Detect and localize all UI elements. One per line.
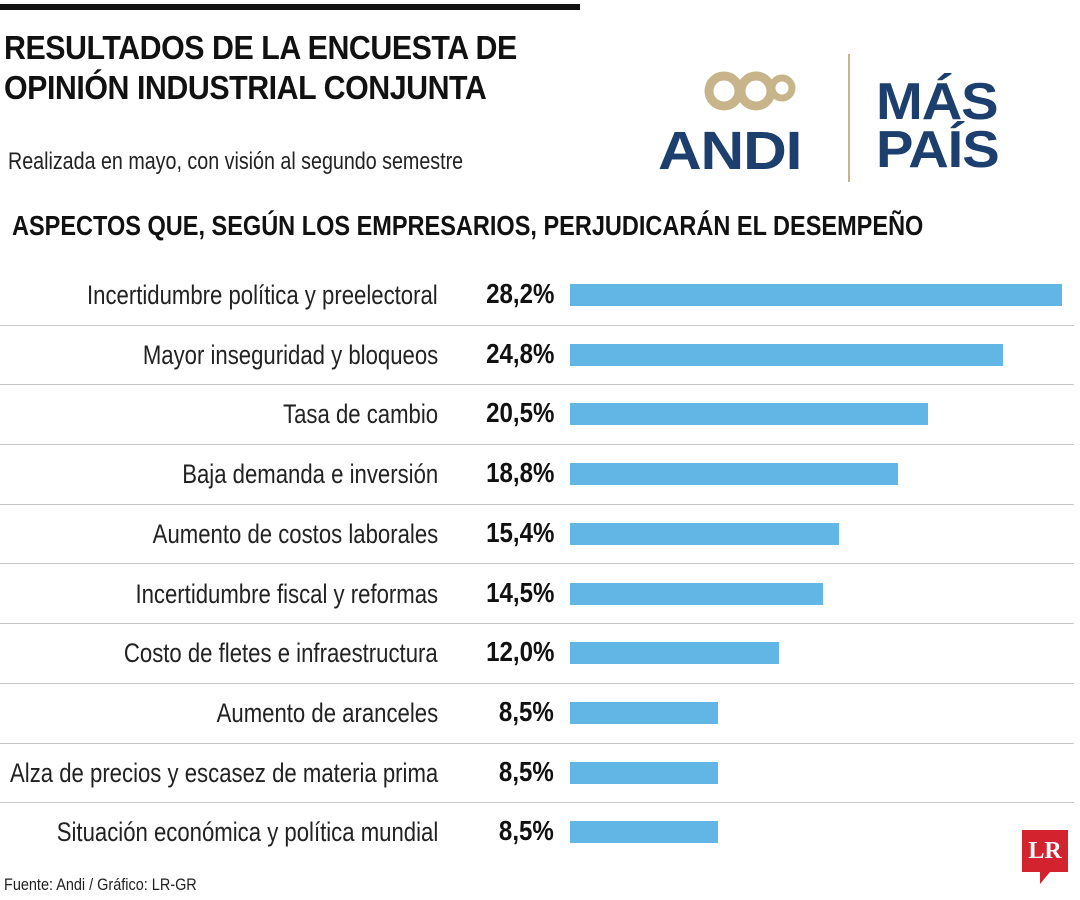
category-label: Aumento de costos laborales (152, 518, 438, 549)
row-separator (0, 623, 1074, 625)
bar (570, 821, 719, 844)
bar (570, 463, 898, 486)
bar (570, 284, 1062, 306)
chart-row: Incertidumbre fiscal y reformas 14,5% (0, 565, 1074, 625)
value-label: 8,5% (499, 695, 554, 727)
row-separator (0, 682, 1074, 684)
row-separator (0, 742, 1074, 744)
title-line-1: RESULTADOS DE LA ENCUESTA DE (4, 29, 517, 66)
category-label: Mayor inseguridad y bloqueos (142, 339, 438, 370)
value-label: 14,5% (485, 576, 554, 608)
chart-row: Alza de precios y escasez de materia pri… (0, 744, 1074, 804)
row-separator (0, 384, 1074, 386)
row-separator (0, 563, 1074, 565)
bar (570, 403, 928, 426)
category-label: Situación económica y política mundial (56, 817, 438, 848)
row-separator (0, 444, 1074, 446)
logo-pais-text: PAÍS (876, 121, 1000, 179)
page-title: RESULTADOS DE LA ENCUESTA DE OPINIÓN IND… (4, 28, 593, 108)
logo-andi-text: ANDI (658, 121, 802, 181)
chart-title: ASPECTOS QUE, SEGÚN LOS EMPRESARIOS, PER… (12, 210, 924, 241)
value-label: 8,5% (499, 815, 554, 847)
logo-divider (848, 54, 850, 182)
chart-row: Situación económica y política mundial 8,… (0, 803, 1074, 863)
logo-mas-text: MÁS (876, 73, 999, 131)
category-label: Costo de fletes e infraestructura (124, 638, 438, 669)
category-label: Aumento de aranceles (216, 697, 438, 728)
subtitle: Realizada en mayo, con visión al segundo… (8, 148, 464, 175)
source-note: Fuente: Andi / Gráfico: LR-GR (4, 875, 197, 894)
row-separator (0, 503, 1074, 505)
value-label: 20,5% (485, 397, 554, 429)
value-label: 18,8% (485, 457, 554, 489)
row-separator (0, 802, 1074, 804)
title-line-2: OPINIÓN INDUSTRIAL CONJUNTA (4, 69, 487, 106)
andi-knot-icon (704, 71, 796, 111)
bar (570, 642, 780, 665)
bar-chart: Incertidumbre política y preelectoral 28,… (0, 266, 1074, 866)
chart-row: Mayor inseguridad y bloqueos 24,8% (0, 326, 1074, 386)
andi-mas-pais-logo: ANDI MÁS PAÍS (650, 50, 1030, 185)
value-label: 8,5% (499, 755, 554, 787)
bar (570, 522, 839, 545)
row-separator (0, 324, 1074, 326)
value-label: 28,2% (485, 278, 554, 309)
lr-logo: LR (1022, 830, 1068, 872)
category-label: Alza de precios y escasez de materia pri… (9, 757, 438, 788)
value-label: 24,8% (485, 337, 554, 369)
value-label: 12,0% (485, 636, 554, 668)
value-label: 15,4% (485, 516, 554, 548)
category-label: Tasa de cambio (282, 399, 438, 430)
bar (570, 343, 1003, 366)
chart-row: Baja demanda e inversión 18,8% (0, 445, 1074, 505)
chart-row: Incertidumbre política y preelectoral 28,… (0, 266, 1074, 326)
chart-row: Costo de fletes e infraestructura 12,0% (0, 624, 1074, 684)
category-label: Baja demanda e inversión (181, 459, 438, 490)
chart-row: Aumento de aranceles 8,5% (0, 684, 1074, 744)
bar (570, 582, 823, 605)
category-label: Incertidumbre fiscal y reformas (135, 578, 438, 609)
top-rule (0, 4, 580, 10)
category-label: Incertidumbre política y preelectoral (87, 280, 438, 310)
chart-row: Aumento de costos laborales 15,4% (0, 505, 1074, 565)
bar (570, 701, 719, 724)
bar (570, 761, 719, 784)
chart-row: Tasa de cambio 20,5% (0, 385, 1074, 446)
lr-logo-tail (1040, 872, 1050, 884)
